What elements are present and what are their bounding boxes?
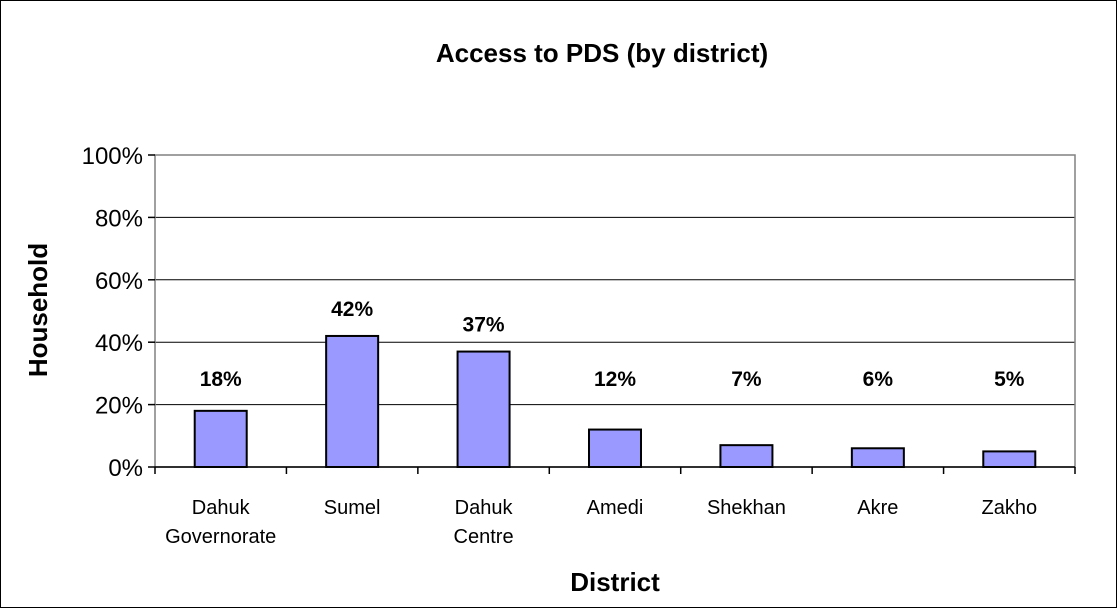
data-label: 18% <box>200 368 242 391</box>
data-label: 7% <box>731 368 762 391</box>
bar <box>850 447 905 468</box>
bar <box>982 450 1037 468</box>
x-tick-label: Dahuk Centre <box>454 497 514 548</box>
x-tick-label: Zakho <box>981 497 1037 519</box>
bar <box>719 444 774 469</box>
bar <box>588 428 642 468</box>
plot-area-border <box>154 154 1076 468</box>
chart-title: Access to PDS (by district) <box>436 38 768 68</box>
data-labels: 18% 42% 37% 12% 7% 6% 5% <box>200 298 1025 391</box>
data-label: 5% <box>994 368 1025 391</box>
bar <box>325 334 380 468</box>
bar <box>193 409 248 468</box>
y-axis-ticks: 0% 20% 40% 60% 80% 100% <box>82 143 155 482</box>
y-tick-label: 100% <box>82 143 143 170</box>
y-tick-label: 20% <box>95 393 143 420</box>
y-tick-label: 0% <box>108 455 143 482</box>
x-tick-label: Sumel <box>324 497 381 519</box>
x-tick-label: Dahuk Governorate <box>165 497 276 548</box>
y-tick-label: 40% <box>95 330 143 357</box>
y-tick-label: 60% <box>95 268 143 295</box>
y-axis-title: Household <box>23 243 53 377</box>
x-tick-label: Akre <box>857 497 898 519</box>
data-label: 6% <box>863 368 894 391</box>
x-axis-ticks: Dahuk Governorate Sumel Dahuk Centre Amedi She… <box>154 467 1076 548</box>
bar <box>456 350 511 468</box>
x-tick-label: Amedi <box>587 497 644 519</box>
x-tick-label: Shekhan <box>707 497 786 519</box>
y-tick-label: 80% <box>95 205 143 232</box>
bars <box>193 334 1037 469</box>
data-label: 42% <box>331 298 373 321</box>
data-label: 37% <box>463 314 505 337</box>
x-axis-title: District <box>570 567 660 597</box>
data-label: 12% <box>594 368 636 391</box>
